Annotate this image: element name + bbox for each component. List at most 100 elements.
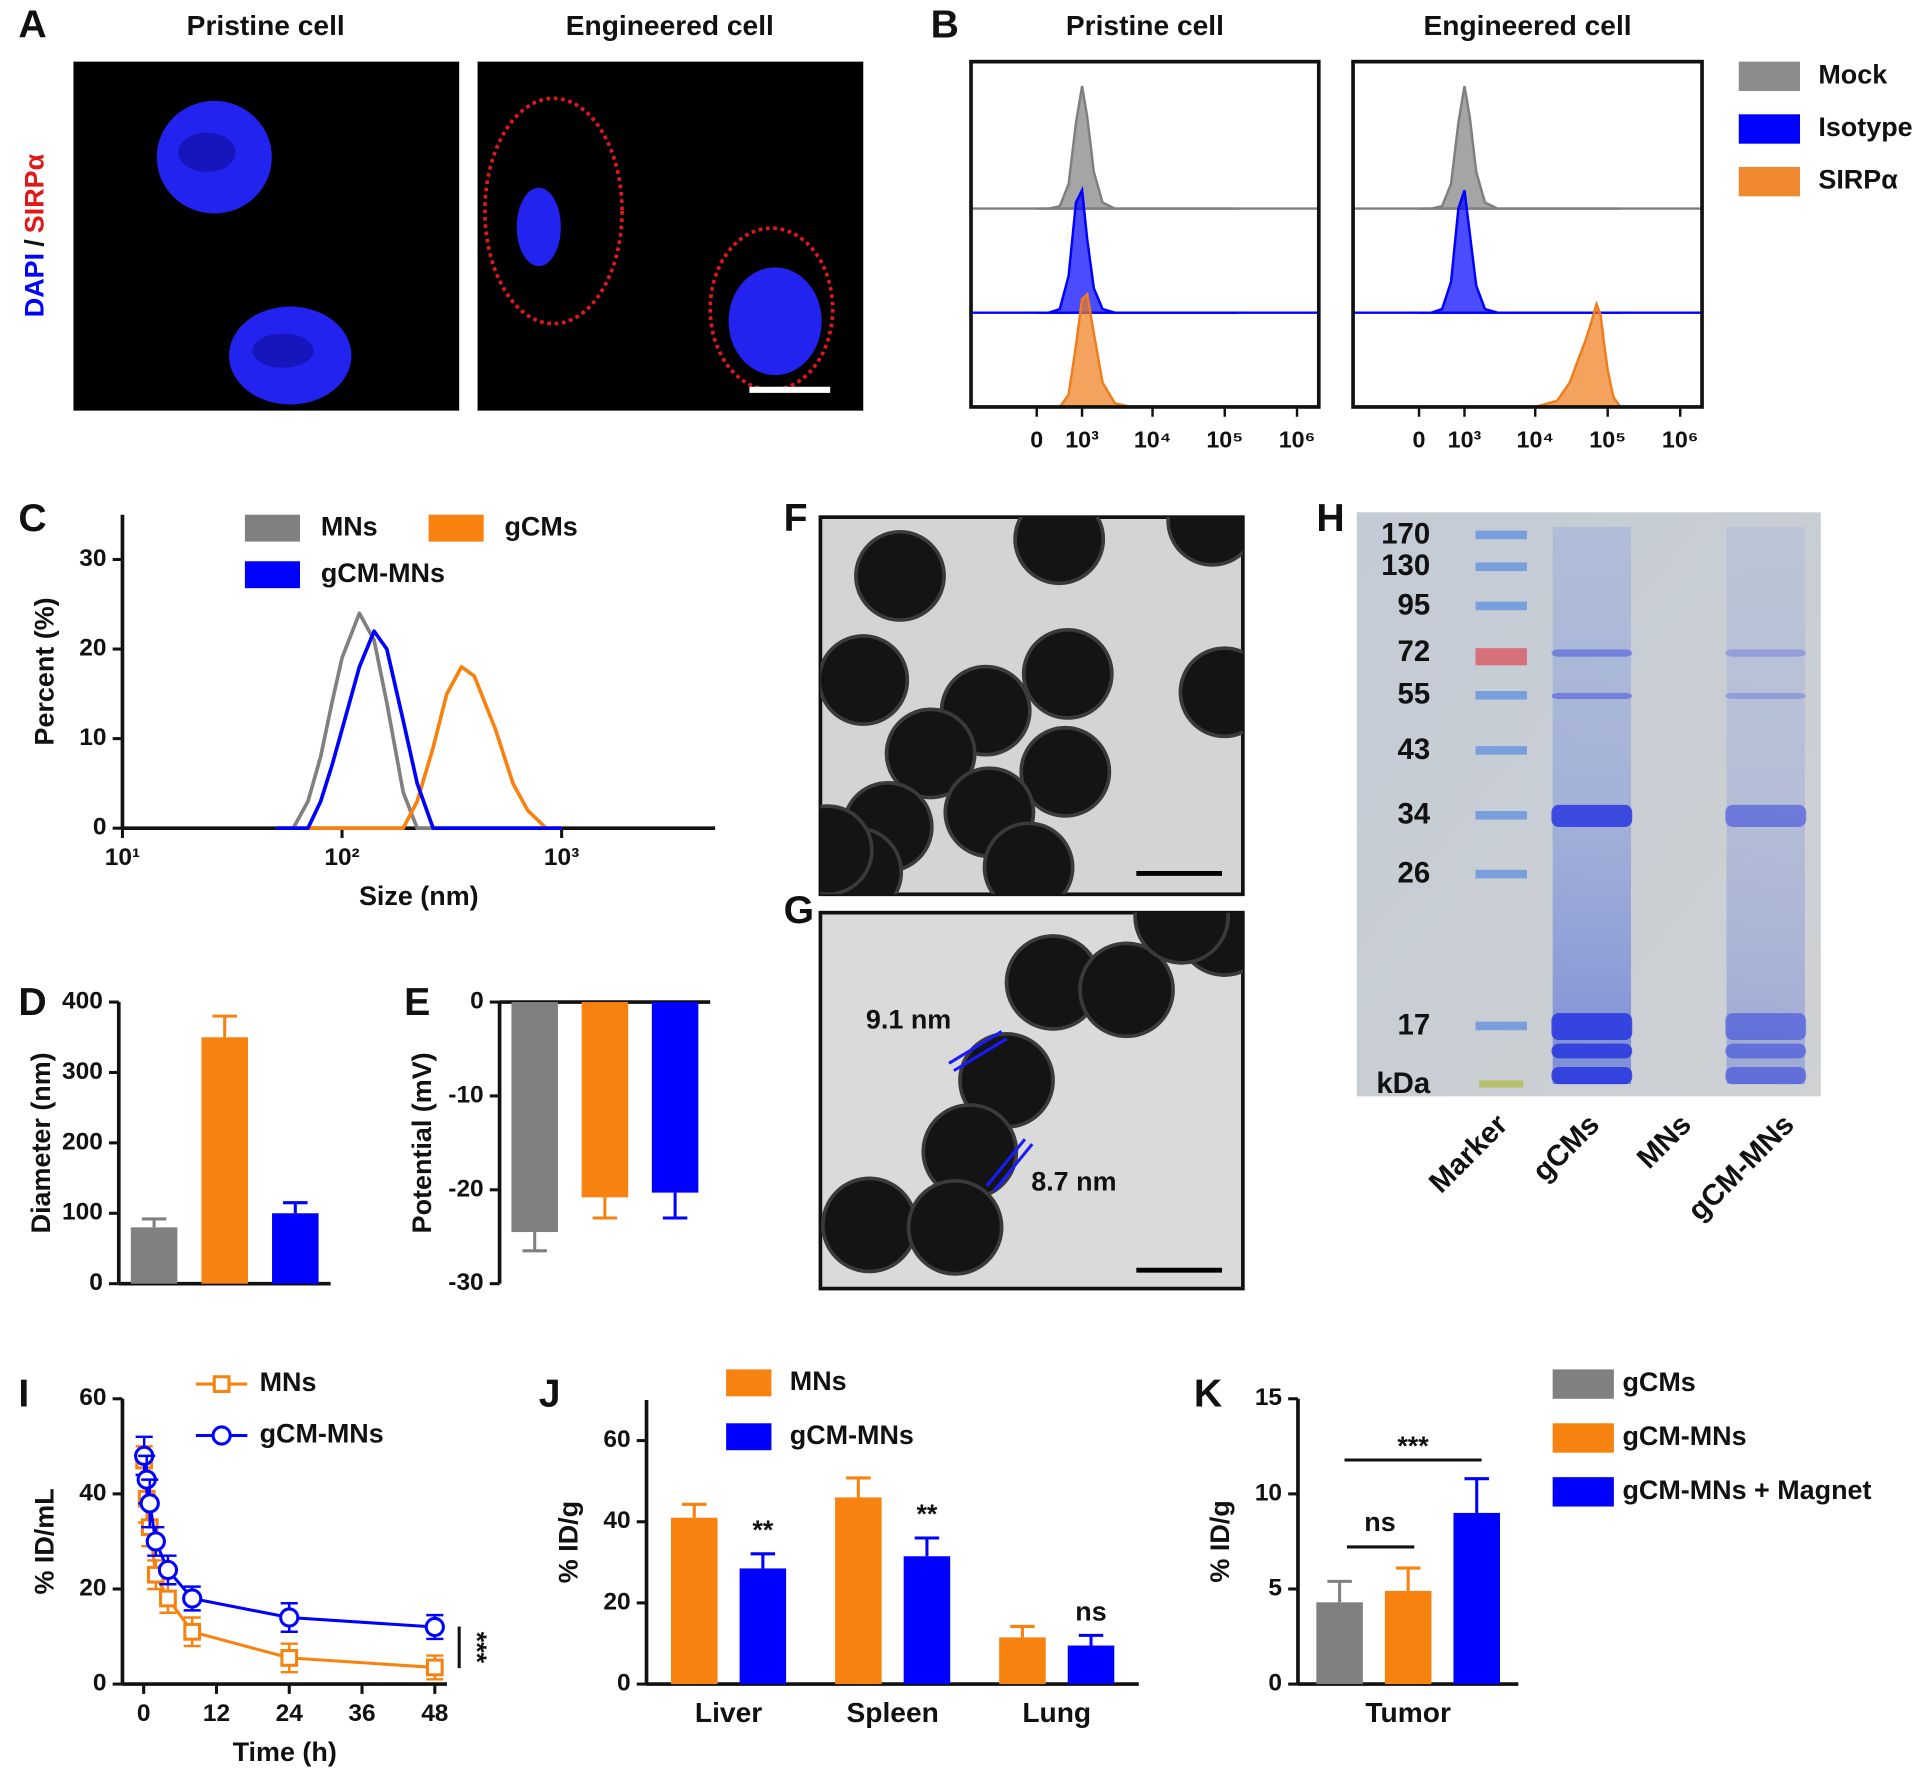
- particle: [982, 821, 1075, 895]
- marker-label: 55: [1398, 678, 1431, 711]
- bar: [272, 1213, 319, 1284]
- marker-label: 170: [1381, 517, 1430, 550]
- legend-label: gCM-MNs: [260, 1419, 384, 1449]
- particle: [884, 707, 977, 800]
- x-tick-label: 0: [137, 1700, 151, 1727]
- y-tick-label: 20: [603, 1588, 630, 1615]
- marker-band: [1475, 601, 1527, 611]
- panel-label: I: [18, 1373, 29, 1416]
- stain-name: DAPI: [20, 253, 50, 317]
- particle: [1166, 517, 1243, 567]
- lane-band: [1551, 649, 1633, 657]
- y-tick-label: 10: [1255, 1479, 1282, 1506]
- annotation: ***: [1397, 1431, 1429, 1461]
- marker-band: [1475, 648, 1527, 666]
- particle: [821, 1176, 918, 1274]
- panel-label: F: [784, 497, 808, 540]
- y-axis-label: % ID/mL: [30, 1488, 60, 1594]
- panel-label: H: [1316, 497, 1344, 540]
- legend-swatch: [428, 514, 484, 542]
- y-tick-label: 100: [62, 1199, 103, 1226]
- particle: [820, 634, 910, 726]
- legend-swatch: [1738, 166, 1800, 197]
- panel-label: C: [18, 497, 46, 540]
- legend-label: MNs: [321, 511, 378, 541]
- y-tick-label: 20: [79, 1574, 106, 1601]
- bar: [671, 1517, 718, 1685]
- bar: [835, 1497, 882, 1685]
- point: [280, 1649, 299, 1667]
- nucleus: [728, 267, 822, 376]
- histogram: [1419, 189, 1621, 314]
- error-bar: [592, 1197, 618, 1220]
- panel-label: G: [784, 889, 814, 932]
- annotation: ns: [1364, 1507, 1395, 1537]
- shell-marker: [953, 1037, 1008, 1072]
- bar: [511, 1002, 558, 1233]
- image-title: Engineered cell: [566, 10, 774, 41]
- shell-marker: [948, 1030, 1003, 1065]
- y-tick-label: 0: [89, 1269, 103, 1296]
- particle: [1019, 725, 1112, 818]
- legend-swatch: [1738, 61, 1800, 92]
- lane-band: [1725, 1013, 1807, 1041]
- legend-label: gCM-MNs + Magnet: [1622, 1475, 1871, 1505]
- lane-band: [1725, 692, 1807, 699]
- x-tick-label: 24: [276, 1700, 304, 1727]
- legend-swatch: [726, 1369, 772, 1397]
- error-bar: [522, 1232, 547, 1253]
- x-tick-label: 10³: [544, 844, 579, 871]
- particle: [820, 804, 874, 895]
- y-tick-label: 30: [79, 545, 106, 572]
- y-tick-label: 200: [62, 1128, 103, 1155]
- error-bar: [141, 1217, 167, 1228]
- image-title: Pristine cell: [187, 10, 345, 41]
- marker-band: [1475, 1021, 1527, 1031]
- x-tick-label: Tumor: [1365, 1697, 1451, 1728]
- lane-band: [1725, 1066, 1807, 1085]
- subplot-title: Pristine cell: [1066, 10, 1224, 41]
- x-tick-label: Spleen: [846, 1697, 938, 1728]
- y-axis-label: Diameter (nm): [26, 1052, 56, 1233]
- lane-band: [1725, 649, 1807, 657]
- particle: [854, 530, 946, 622]
- x-tick-label: 0: [1030, 426, 1043, 452]
- x-axis-label: Size (nm): [359, 881, 479, 911]
- x-tick-label: Lung: [1022, 1697, 1091, 1728]
- legend-label: gCM-MNs: [1622, 1421, 1746, 1451]
- lane-band: [1551, 804, 1633, 827]
- error-bar: [846, 1476, 871, 1498]
- legend-swatch: [244, 561, 300, 589]
- bar: [1316, 1602, 1363, 1685]
- annotation: 8.7 nm: [1031, 1166, 1116, 1196]
- histogram: [1036, 85, 1238, 210]
- panel-label: B: [931, 4, 959, 47]
- histogram: [1419, 300, 1623, 409]
- unit-label: kDa: [1376, 1067, 1431, 1100]
- panel-label: E: [404, 981, 430, 1024]
- y-axis-label: Percent (%): [30, 597, 60, 745]
- error-bar: [212, 1014, 237, 1038]
- marker-label: 34: [1398, 798, 1431, 831]
- marker-band: [1475, 562, 1527, 572]
- bar: [739, 1568, 787, 1685]
- panel-label: A: [18, 4, 46, 47]
- nucleus-detail: [178, 132, 236, 172]
- stain-label: DAPI / SIRPα: [20, 153, 50, 317]
- y-axis-label: % ID/g: [1205, 1500, 1235, 1582]
- bar: [1067, 1645, 1115, 1685]
- bar: [1453, 1512, 1500, 1685]
- y-axis-label: % ID/g: [554, 1501, 584, 1583]
- lane-smear: [1726, 526, 1805, 1085]
- membrane: [483, 96, 624, 326]
- y-tick-label: 40: [603, 1507, 630, 1534]
- particles: [820, 517, 1243, 895]
- x-tick-label: 10¹: [105, 844, 140, 871]
- legend-label: gCMs: [504, 511, 577, 541]
- marker-band: [1475, 811, 1527, 820]
- x-tick-label: 12: [203, 1700, 230, 1727]
- plot-frame: [969, 59, 1321, 409]
- particle: [1021, 627, 1114, 720]
